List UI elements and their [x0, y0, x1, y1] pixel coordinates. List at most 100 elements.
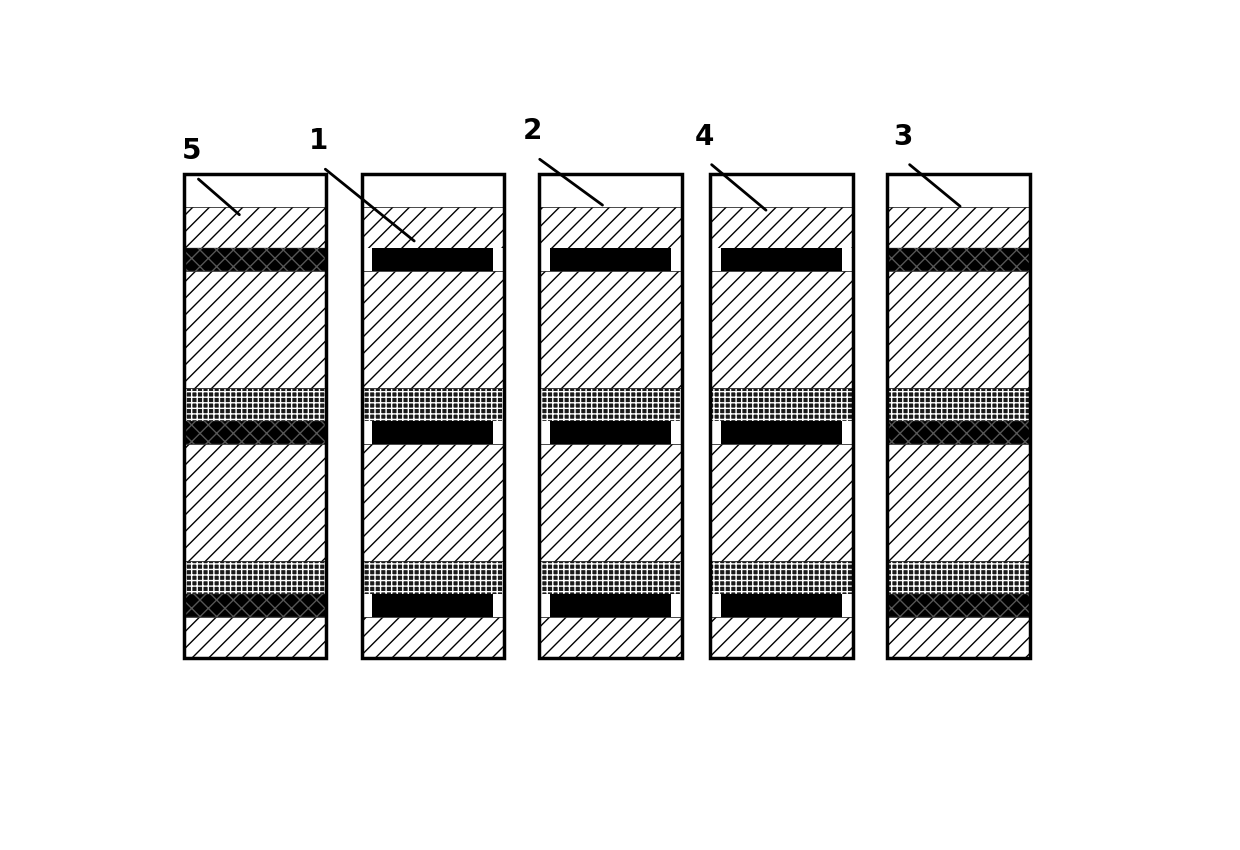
Bar [711, 617, 853, 659]
Bar [184, 594, 326, 617]
Text: 5: 5 [182, 137, 201, 165]
Bar [184, 388, 326, 421]
Bar [539, 594, 552, 617]
Bar [539, 388, 682, 421]
Bar [184, 445, 326, 561]
Bar [539, 561, 682, 594]
Bar [362, 248, 374, 271]
Bar [539, 594, 682, 617]
Bar [888, 594, 1029, 617]
Bar [539, 248, 552, 271]
Bar [711, 174, 853, 659]
Bar [668, 594, 682, 617]
Bar [720, 248, 723, 271]
Bar [184, 421, 326, 445]
Bar [184, 594, 326, 617]
Bar [362, 421, 503, 445]
Bar [362, 388, 503, 421]
Bar [184, 207, 326, 248]
Bar [491, 248, 503, 271]
Bar [711, 594, 853, 617]
Bar [372, 421, 374, 445]
Bar [184, 271, 326, 388]
Bar [539, 271, 682, 388]
Bar [539, 207, 682, 248]
Bar [539, 421, 682, 445]
Bar [888, 207, 1029, 248]
Bar [362, 561, 503, 594]
Bar [184, 174, 326, 659]
Bar [711, 248, 723, 271]
Bar [839, 594, 842, 617]
Bar [362, 445, 503, 561]
Bar [491, 594, 503, 617]
Bar [184, 445, 326, 561]
Bar [362, 388, 503, 421]
Bar [711, 561, 853, 594]
Bar [362, 271, 503, 388]
Bar [839, 594, 853, 617]
Bar [888, 271, 1029, 388]
Bar [362, 617, 503, 659]
Bar [888, 388, 1029, 421]
Bar [888, 207, 1029, 248]
Bar [711, 207, 853, 248]
Bar [668, 421, 682, 445]
Text: 3: 3 [893, 122, 913, 150]
Bar [668, 248, 671, 271]
Bar [711, 207, 853, 248]
Bar [184, 421, 326, 445]
Bar [549, 248, 552, 271]
Bar [539, 388, 682, 421]
Bar [362, 445, 503, 561]
Bar [539, 421, 552, 445]
Text: 4: 4 [694, 122, 714, 150]
Bar [720, 594, 723, 617]
Bar [539, 271, 682, 388]
Bar [184, 617, 326, 659]
Bar [362, 561, 503, 594]
Bar [539, 174, 682, 659]
Bar [888, 445, 1029, 561]
Bar [839, 248, 853, 271]
Bar [491, 421, 494, 445]
Bar [539, 617, 682, 659]
Bar [888, 248, 1029, 271]
Text: 1: 1 [309, 128, 329, 156]
Bar [888, 421, 1029, 445]
Bar [184, 561, 326, 594]
Bar [668, 594, 671, 617]
Bar [711, 248, 853, 271]
Bar [491, 594, 494, 617]
Bar [539, 445, 682, 561]
Bar [539, 207, 682, 248]
Bar [888, 617, 1029, 659]
Bar [711, 388, 853, 421]
Bar [668, 248, 682, 271]
Bar [362, 421, 374, 445]
Bar [711, 271, 853, 388]
Bar [491, 248, 494, 271]
Text: 2: 2 [523, 117, 542, 145]
Bar [711, 445, 853, 561]
Bar [888, 617, 1029, 659]
Bar [711, 421, 723, 445]
Bar [362, 617, 503, 659]
Bar [539, 248, 682, 271]
Bar [362, 174, 503, 659]
Bar [888, 594, 1029, 617]
Bar [491, 421, 503, 445]
Bar [711, 594, 723, 617]
Bar [839, 421, 853, 445]
Bar [539, 561, 682, 594]
Bar [888, 561, 1029, 594]
Bar [711, 445, 853, 561]
Bar [184, 388, 326, 421]
Bar [184, 248, 326, 271]
Bar [362, 207, 503, 248]
Bar [549, 421, 552, 445]
Bar [184, 207, 326, 248]
Bar [184, 561, 326, 594]
Bar [549, 594, 552, 617]
Bar [539, 445, 682, 561]
